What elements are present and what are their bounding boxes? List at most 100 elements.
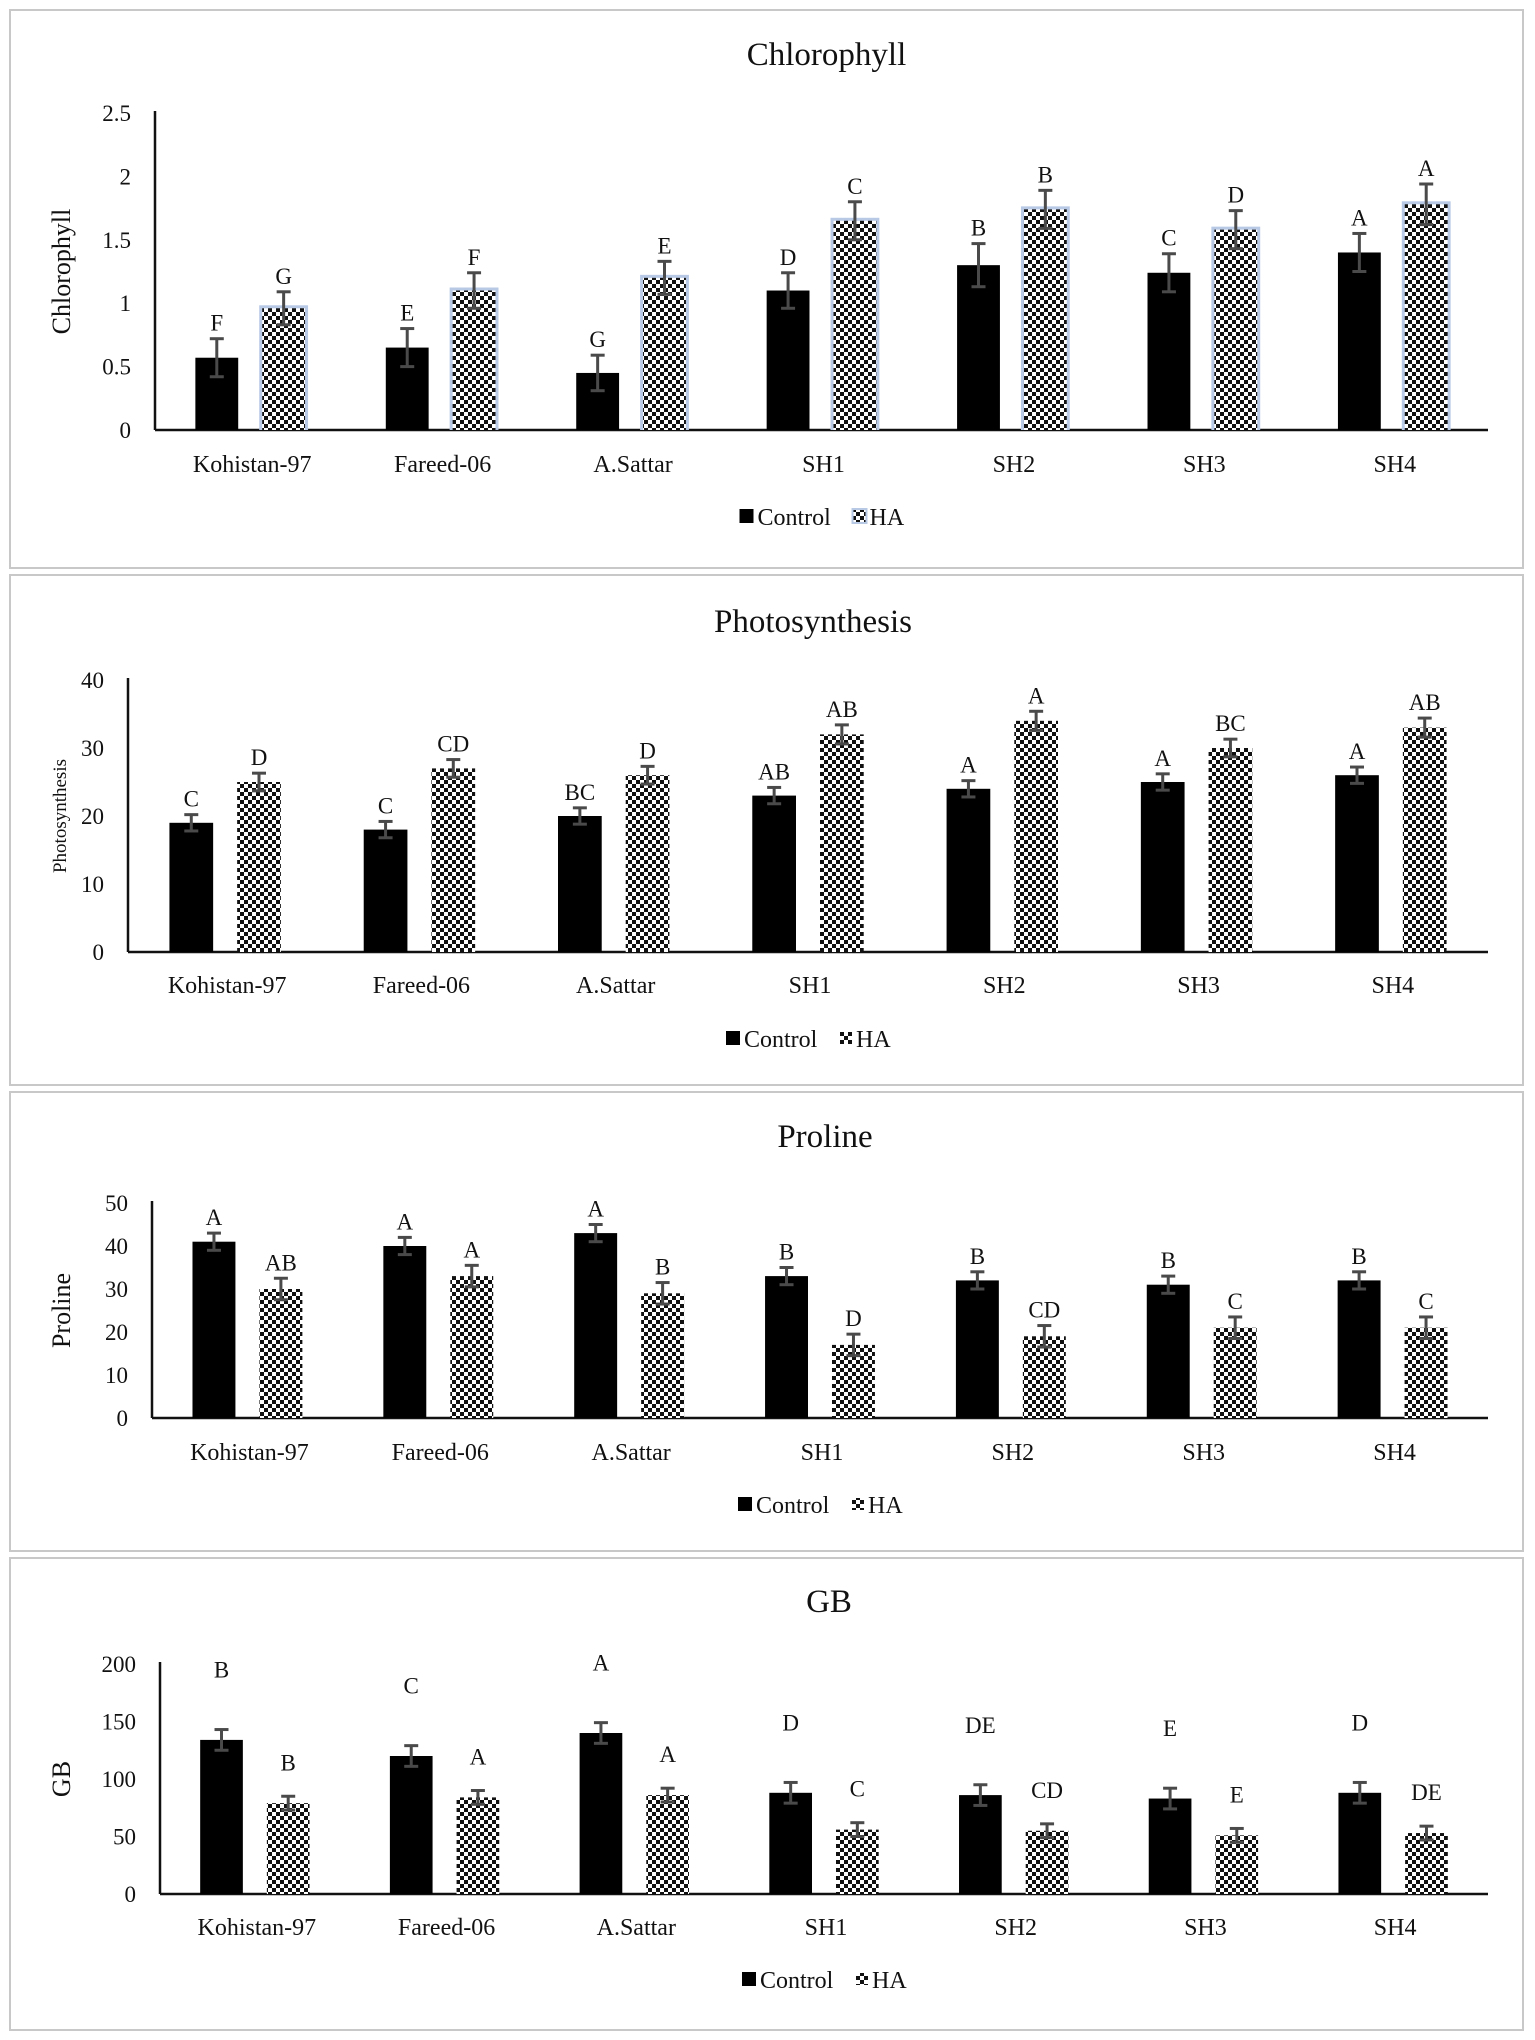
bar-ha-sh4 (1405, 1833, 1448, 1894)
bar-control-sh2 (959, 1795, 1002, 1894)
significance-letter: CD (1028, 1298, 1060, 1323)
significance-letter: DE (1411, 1780, 1442, 1805)
significance-letter: CD (437, 732, 469, 757)
x-tick-label: Kohistan-97 (168, 973, 287, 999)
significance-letter: A (206, 1205, 223, 1230)
y-tick-label: 0 (117, 1406, 129, 1431)
x-tick-label: SH3 (1177, 973, 1220, 999)
bar-control-sh2 (946, 788, 991, 952)
significance-letter: C (850, 1777, 865, 1802)
bar-ha-sh3 (1213, 1327, 1257, 1418)
chart-panel-gb: GB GB 0 50 100 150 200 B B Kohistan-97 C A Fareed-06… (9, 1557, 1524, 2031)
legend-swatch-ha (852, 1498, 864, 1510)
legend-swatch-control (739, 509, 754, 523)
y-tick-label: 30 (105, 1277, 128, 1302)
legend-swatch-ha (856, 1973, 868, 1985)
y-tick-label: 200 (102, 1652, 137, 1677)
bar-ha-sh4 (1402, 727, 1447, 952)
significance-letter: A (463, 1237, 480, 1262)
significance-letter: A (587, 1197, 604, 1222)
y-tick-label: 0 (125, 1882, 137, 1907)
y-tick-label: 2 (120, 164, 132, 189)
significance-letter: DE (965, 1713, 996, 1738)
x-tick-label: SH3 (1183, 452, 1226, 478)
legend-swatch-ha (840, 1032, 852, 1044)
bar-control-kohistan-97 (192, 1241, 236, 1418)
bar-control-a-sattar (558, 816, 602, 952)
x-tick-label: SH3 (1184, 1915, 1227, 1941)
y-tick-label: 2.5 (102, 101, 131, 126)
bar-ha-sh2 (1025, 1830, 1069, 1894)
bar-control-sh2 (957, 265, 1000, 430)
y-tick-label: 1.5 (102, 228, 131, 253)
y-tick-label: 20 (105, 1320, 128, 1345)
chart-panel-photosynthesis: PhotosynthesisPhotosynthesis010203040CDK… (9, 574, 1524, 1086)
legend: Control HA (726, 1027, 891, 1053)
bar-control-sh3 (1146, 1284, 1190, 1418)
significance-letter: A (1028, 683, 1045, 708)
significance-letter: E (1163, 1716, 1177, 1741)
significance-letter: A (960, 753, 977, 778)
legend-swatch-ha (853, 510, 866, 522)
significance-letter: A (593, 1651, 610, 1676)
bar-ha-fareed-06 (452, 290, 496, 430)
x-tick-label: A.Sattar (597, 1915, 676, 1941)
chart-title: GB (806, 1584, 852, 1620)
x-tick-label: SH4 (1373, 1440, 1416, 1466)
significance-letter: BC (565, 780, 596, 805)
x-tick-label: Fareed-06 (394, 452, 491, 478)
bar-control-kohistan-97 (200, 1739, 243, 1894)
bar-control-fareed-06 (389, 1756, 433, 1894)
x-tick-label: A.Sattar (576, 973, 655, 999)
panel-border (9, 1557, 1524, 2031)
significance-letter: C (1418, 1289, 1433, 1314)
bar-control-sh4 (1338, 1792, 1382, 1894)
x-tick-label: SH4 (1374, 1915, 1417, 1941)
bar-ha-sh1 (833, 220, 877, 430)
y-tick-label: 0 (93, 940, 105, 965)
significance-letter: C (1161, 226, 1176, 251)
bar-control-sh3 (1140, 782, 1185, 952)
significance-letter: B (779, 1240, 794, 1265)
bar-control-a-sattar (574, 1233, 618, 1418)
significance-letter: D (782, 1710, 799, 1735)
bar-control-sh1 (752, 795, 796, 952)
legend-label-ha: HA (856, 1027, 891, 1053)
x-tick-label: Fareed-06 (373, 973, 470, 999)
significance-letter: C (847, 174, 862, 199)
bar-ha-sh2 (1023, 209, 1067, 430)
bar-ha-sh2 (1014, 720, 1058, 952)
bar-ha-a-sattar (625, 775, 670, 952)
bar-control-sh1 (766, 290, 810, 430)
y-tick-label: 30 (81, 736, 104, 761)
x-tick-label: SH4 (1372, 973, 1415, 999)
bar-ha-sh3 (1208, 748, 1253, 952)
x-tick-label: SH1 (805, 1915, 848, 1941)
significance-letter: E (657, 233, 671, 258)
significance-letter: AB (826, 697, 858, 722)
legend-label-ha: HA (872, 1968, 907, 1994)
y-tick-label: 40 (105, 1234, 128, 1259)
chart-title: Chlorophyll (747, 37, 907, 73)
legend-label-control: Control (756, 1493, 830, 1519)
significance-letter: G (589, 327, 606, 352)
significance-letter: C (184, 787, 199, 812)
y-axis-label: Chlorophyll (47, 209, 76, 335)
y-tick-label: 50 (113, 1825, 136, 1850)
significance-letter: B (1351, 1244, 1366, 1269)
bar-control-fareed-06 (383, 1246, 427, 1418)
x-tick-label: SH2 (994, 1915, 1037, 1941)
bar-ha-sh4 (1404, 1327, 1448, 1418)
x-tick-label: SH3 (1182, 1440, 1225, 1466)
bar-control-a-sattar (579, 1733, 623, 1894)
significance-letter: G (275, 264, 292, 289)
legend-label-ha: HA (868, 1493, 903, 1519)
panel-border (9, 9, 1524, 569)
x-tick-label: SH2 (992, 1440, 1035, 1466)
legend: Control HA (742, 1968, 907, 1994)
bar-control-sh1 (769, 1792, 812, 1894)
legend-label-control: Control (760, 1968, 834, 1994)
significance-letter: C (378, 793, 393, 818)
y-tick-label: 0 (120, 418, 132, 443)
bar-control-sh3 (1148, 1798, 1192, 1894)
